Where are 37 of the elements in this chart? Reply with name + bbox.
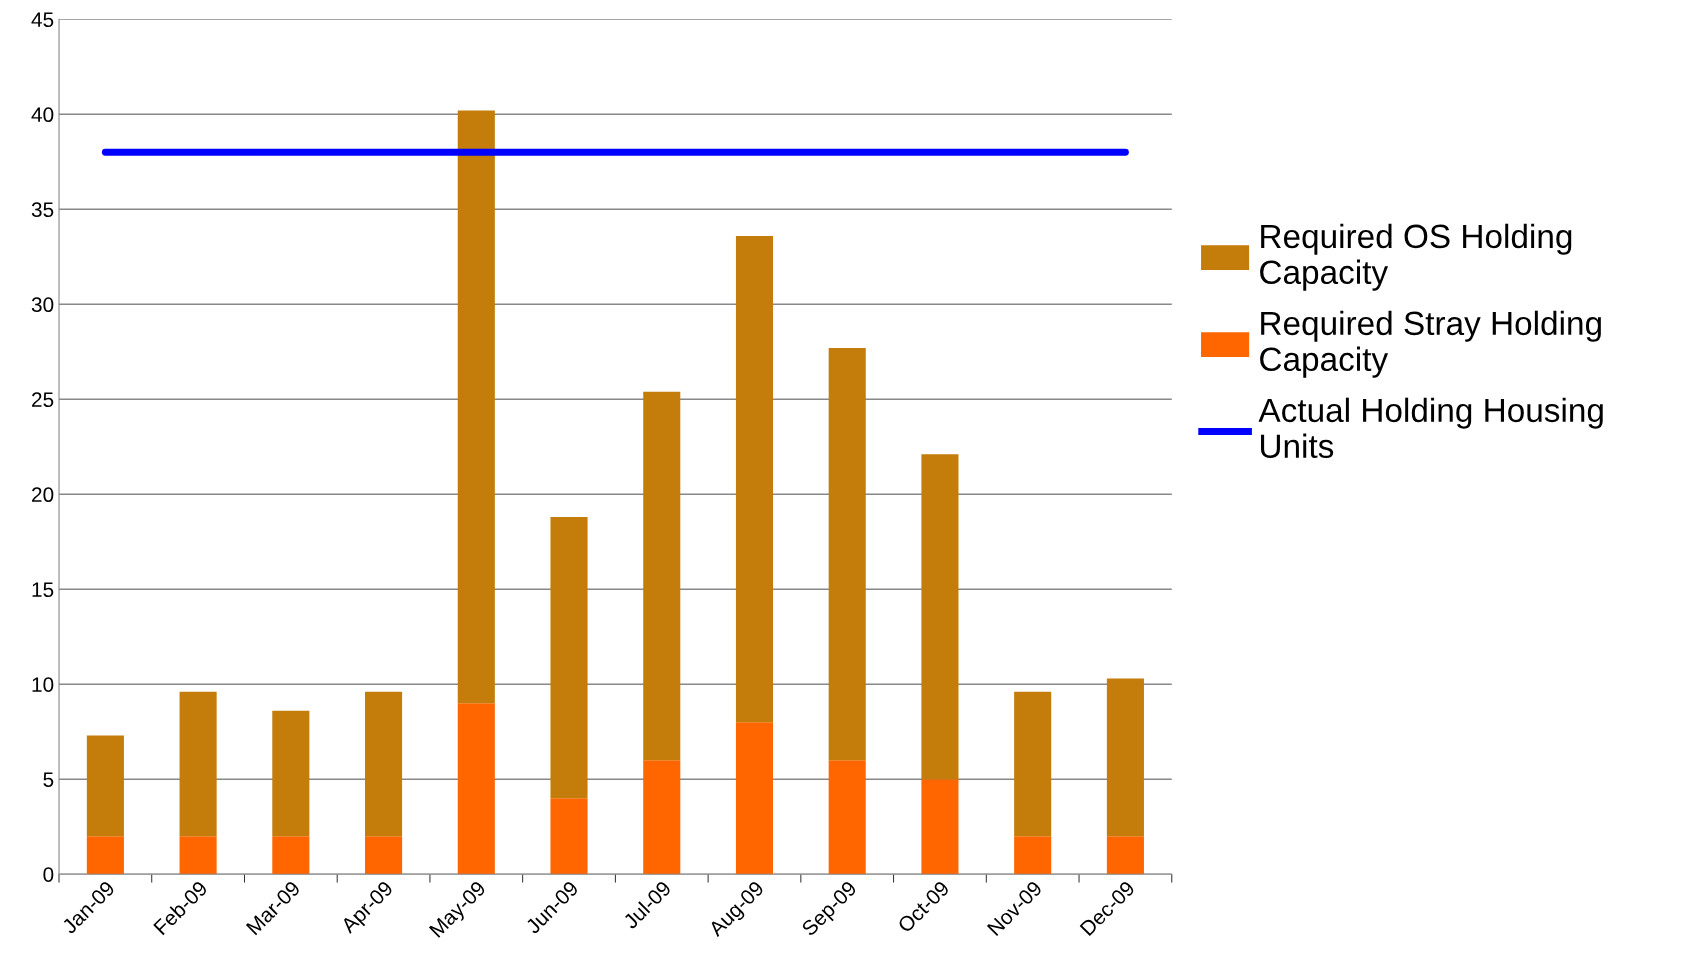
bar bbox=[643, 391, 681, 761]
y-tick-label: 45 bbox=[31, 12, 54, 28]
legend-label: Required OS Holding Capacity bbox=[1260, 223, 1572, 291]
bar bbox=[550, 517, 588, 799]
bar bbox=[828, 347, 866, 761]
bar bbox=[457, 110, 495, 704]
bar bbox=[365, 836, 403, 875]
bar bbox=[643, 760, 681, 875]
bar bbox=[86, 735, 124, 837]
y-tick-label: 15 bbox=[32, 582, 54, 598]
bar bbox=[179, 836, 217, 875]
y-tick-label: 0 bbox=[43, 867, 54, 882]
bar bbox=[921, 779, 959, 875]
bar bbox=[921, 454, 959, 780]
y-tick-label: 20 bbox=[32, 487, 54, 503]
bar bbox=[735, 722, 774, 875]
bar bbox=[179, 691, 217, 837]
bar bbox=[1014, 836, 1052, 875]
bar bbox=[828, 760, 866, 875]
y-tick-label: 40 bbox=[31, 107, 54, 123]
bar bbox=[1106, 836, 1144, 875]
y-tick-label: 10 bbox=[32, 677, 54, 692]
y-tick-label: 35 bbox=[31, 202, 54, 218]
bar bbox=[457, 703, 495, 875]
y-tick-label: 5 bbox=[43, 772, 54, 787]
bar bbox=[1106, 678, 1144, 837]
legend-label: Actual Holding Housing Units bbox=[1258, 397, 1603, 459]
legend-label: Required Stray Holding Capacity bbox=[1260, 310, 1601, 378]
bar bbox=[365, 691, 403, 837]
y-tick-label: 25 bbox=[32, 392, 54, 408]
y-tick-label: 30 bbox=[31, 297, 54, 313]
bar bbox=[86, 836, 124, 875]
bar bbox=[272, 836, 310, 875]
bar bbox=[550, 798, 588, 875]
bar bbox=[735, 235, 774, 723]
bar bbox=[272, 710, 310, 837]
bar bbox=[1014, 691, 1052, 837]
